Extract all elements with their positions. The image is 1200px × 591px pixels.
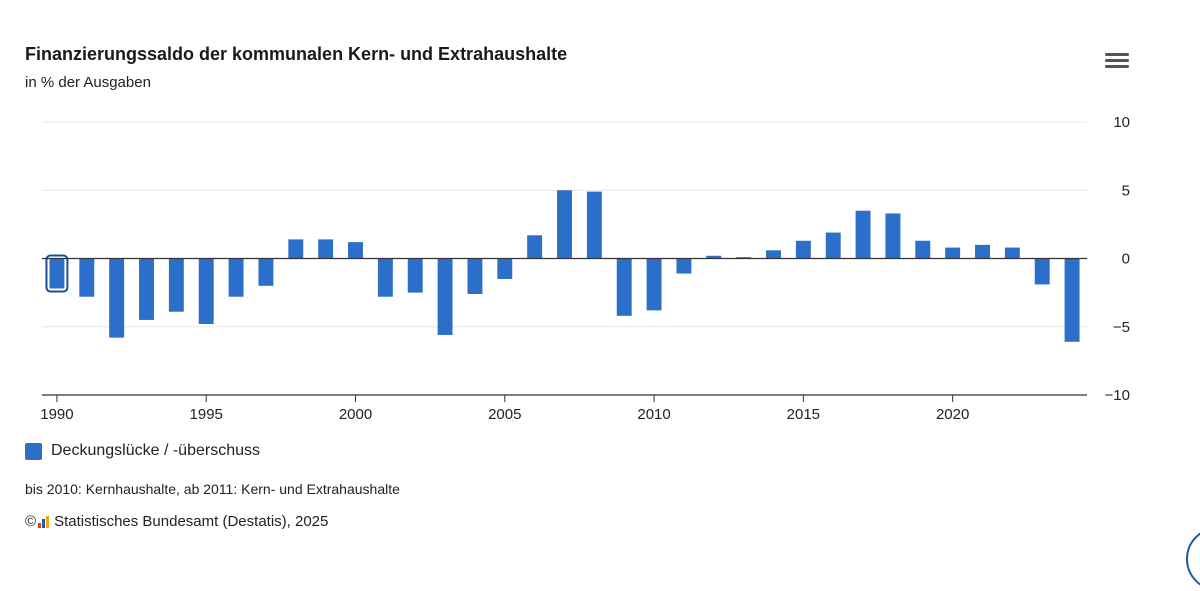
bar[interactable] [407,258,423,293]
bar-focus-ring [45,254,69,293]
bar[interactable] [258,258,274,286]
x-tick-label: 2020 [936,406,969,423]
destatis-logo-icon [38,515,50,528]
bar[interactable] [109,258,125,338]
bar[interactable] [168,258,184,312]
bar[interactable] [646,258,662,311]
menu-line [1105,65,1129,68]
bar[interactable] [825,232,841,259]
bar[interactable] [228,258,244,297]
bar[interactable] [1034,258,1050,285]
bar[interactable] [437,258,453,335]
bar[interactable] [975,244,990,259]
bar[interactable] [467,258,483,294]
bar[interactable] [915,240,931,259]
chart-title: Finanzierungssaldo der kommunalen Kern- … [25,44,568,64]
menu-line [1105,59,1129,62]
bar[interactable] [706,255,722,259]
bar[interactable] [527,235,543,259]
hamburger-menu-icon[interactable] [1103,50,1131,74]
bar[interactable] [885,213,901,259]
bar[interactable] [377,258,393,297]
bar[interactable] [945,247,961,259]
bar[interactable] [1064,258,1080,342]
bar[interactable] [766,250,781,259]
bar[interactable] [198,258,214,325]
bar[interactable] [795,240,811,259]
bar[interactable] [855,210,871,259]
bar[interactable] [616,258,632,316]
bar[interactable] [318,239,334,259]
legend-label: Deckungslücke / -überschuss [51,442,260,459]
bar[interactable] [139,258,154,320]
legend-swatch [25,442,42,460]
y-tick-label: 0 [1122,251,1130,268]
bar[interactable] [79,258,95,297]
x-tick-label: 1990 [40,406,73,423]
y-tick-label: 5 [1122,182,1130,199]
credit-line[interactable]: © Statistisches Bundesamt (Destatis), 20… [25,513,328,530]
x-tick-label: 1995 [190,406,223,423]
x-tick-label: 2000 [339,406,372,423]
bar[interactable] [1004,247,1020,259]
bar-focus-inner [47,256,67,291]
y-tick-label: −10 [1105,387,1130,404]
x-tick-label: 2005 [488,406,521,423]
legend-item[interactable]: Deckungslücke / -überschuss [25,442,260,460]
bar[interactable] [348,242,363,259]
bar[interactable] [49,258,65,289]
bar-chart: −10 −5 0 5 10 1990 1995 2000 2005 2010 2015 2020 [40,114,1130,423]
x-tick-label: 2015 [787,406,820,423]
y-tick-label: 10 [1113,114,1130,131]
bar[interactable] [557,190,572,259]
bar[interactable] [736,257,752,259]
y-tick-label: −5 [1113,319,1130,336]
credit-text: Statistisches Bundesamt (Destatis), 2025 [54,513,329,530]
menu-line [1105,53,1129,56]
copyright-symbol: © [25,513,37,530]
x-tick-label: 2010 [637,406,670,423]
bars[interactable] [45,190,1080,342]
axes: −10 −5 0 5 10 1990 1995 2000 2005 2010 2015 2020 [40,114,1130,423]
bar[interactable] [288,239,304,259]
bar[interactable] [586,191,602,259]
chart-note: bis 2010: Kernhaushalte, ab 2011: Kern- … [25,481,400,497]
bar[interactable] [497,258,513,279]
bar[interactable] [676,258,692,274]
chart-subtitle: in % der Ausgaben [25,74,151,91]
